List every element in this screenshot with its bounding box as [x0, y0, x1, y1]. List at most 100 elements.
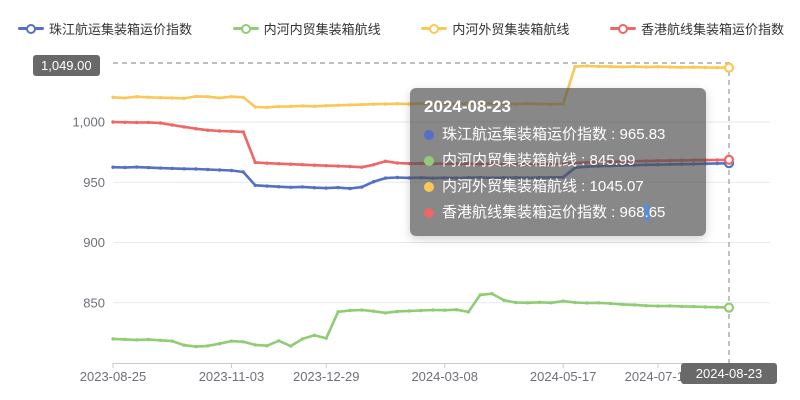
- data-point[interactable]: [170, 339, 174, 343]
- data-point[interactable]: [135, 165, 139, 169]
- data-point[interactable]: [217, 342, 222, 346]
- data-point[interactable]: [265, 161, 269, 165]
- data-point[interactable]: [466, 176, 471, 180]
- data-point[interactable]: [146, 165, 151, 170]
- data-point[interactable]: [537, 162, 542, 166]
- data-point[interactable]: [265, 184, 269, 188]
- data-point[interactable]: [597, 164, 601, 168]
- data-point[interactable]: [419, 101, 423, 106]
- data-point[interactable]: [679, 65, 684, 70]
- data-point[interactable]: [679, 158, 684, 162]
- data-point[interactable]: [514, 300, 518, 305]
- series-line[interactable]: [111, 120, 731, 169]
- data-point[interactable]: [277, 185, 281, 189]
- data-point[interactable]: [431, 162, 435, 166]
- data-point[interactable]: [691, 65, 696, 69]
- data-point[interactable]: [360, 165, 364, 169]
- data-point[interactable]: [182, 343, 186, 347]
- data-point[interactable]: [502, 298, 506, 302]
- data-point[interactable]: [561, 175, 565, 179]
- data-point[interactable]: [443, 161, 447, 166]
- data-point[interactable]: [703, 305, 707, 309]
- legend-item-4[interactable]: 香港航线集装箱运价指数: [609, 19, 784, 38]
- data-point[interactable]: [395, 309, 399, 314]
- data-point[interactable]: [466, 161, 471, 166]
- data-point[interactable]: [194, 94, 198, 99]
- data-point[interactable]: [158, 338, 163, 342]
- data-point[interactable]: [478, 102, 482, 106]
- data-point[interactable]: [289, 344, 293, 348]
- data-point[interactable]: [312, 186, 317, 190]
- data-point[interactable]: [668, 158, 672, 163]
- series-line[interactable]: [111, 64, 731, 109]
- data-point[interactable]: [371, 180, 376, 184]
- data-point[interactable]: [312, 333, 317, 337]
- data-point[interactable]: [360, 185, 364, 189]
- data-point[interactable]: [573, 166, 577, 170]
- data-point[interactable]: [265, 344, 269, 348]
- data-point[interactable]: [253, 105, 257, 109]
- data-point[interactable]: [277, 104, 281, 109]
- data-point[interactable]: [289, 185, 293, 189]
- data-point[interactable]: [324, 164, 328, 168]
- data-point[interactable]: [253, 183, 257, 187]
- data-point[interactable]: [490, 292, 494, 296]
- data-point[interactable]: [289, 104, 293, 109]
- data-point[interactable]: [632, 163, 636, 167]
- data-point[interactable]: [431, 308, 435, 312]
- data-point[interactable]: [229, 95, 234, 99]
- data-point[interactable]: [253, 160, 257, 165]
- data-point[interactable]: [443, 176, 447, 180]
- data-point[interactable]: [502, 176, 506, 180]
- data-point[interactable]: [241, 170, 245, 174]
- data-point[interactable]: [336, 185, 340, 190]
- data-point[interactable]: [182, 125, 186, 129]
- data-point[interactable]: [715, 305, 719, 309]
- data-point[interactable]: [715, 158, 719, 162]
- data-point[interactable]: [514, 175, 518, 180]
- data-point[interactable]: [407, 102, 411, 106]
- data-point[interactable]: [454, 308, 459, 312]
- data-point[interactable]: [573, 64, 577, 69]
- data-point[interactable]: [241, 340, 245, 344]
- data-point[interactable]: [407, 309, 411, 313]
- data-point[interactable]: [407, 161, 411, 166]
- data-point[interactable]: [194, 344, 198, 349]
- data-point[interactable]: [656, 65, 660, 69]
- data-point[interactable]: [490, 101, 494, 106]
- series-endpoint-icon[interactable]: [723, 154, 735, 165]
- data-point[interactable]: [194, 127, 198, 131]
- data-point[interactable]: [206, 167, 210, 172]
- data-point[interactable]: [289, 162, 293, 166]
- data-point[interactable]: [644, 65, 648, 69]
- data-point[interactable]: [312, 163, 317, 167]
- data-point[interactable]: [135, 95, 139, 99]
- data-point[interactable]: [585, 301, 589, 305]
- data-point[interactable]: [537, 175, 542, 180]
- data-point[interactable]: [360, 102, 364, 107]
- data-point[interactable]: [478, 162, 482, 166]
- data-point[interactable]: [478, 293, 482, 297]
- data-point[interactable]: [502, 162, 506, 166]
- data-point[interactable]: [608, 164, 613, 168]
- data-point[interactable]: [703, 158, 707, 162]
- data-point[interactable]: [253, 343, 257, 347]
- data-point[interactable]: [549, 301, 553, 305]
- data-point[interactable]: [478, 175, 482, 180]
- data-point[interactable]: [371, 163, 376, 167]
- data-point[interactable]: [549, 162, 553, 166]
- data-point[interactable]: [371, 102, 376, 106]
- data-point[interactable]: [525, 162, 530, 166]
- data-point[interactable]: [170, 123, 174, 127]
- data-point[interactable]: [644, 304, 648, 308]
- data-point[interactable]: [585, 164, 589, 169]
- data-point[interactable]: [668, 65, 672, 69]
- data-point[interactable]: [549, 175, 553, 180]
- data-point[interactable]: [443, 308, 447, 312]
- data-point[interactable]: [158, 96, 163, 100]
- data-point[interactable]: [407, 176, 411, 180]
- data-point[interactable]: [537, 300, 542, 304]
- data-point[interactable]: [585, 64, 589, 68]
- data-point[interactable]: [206, 128, 210, 132]
- data-point[interactable]: [123, 165, 127, 170]
